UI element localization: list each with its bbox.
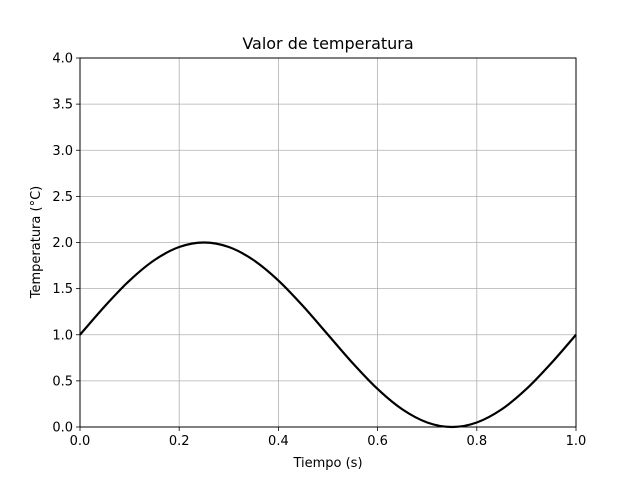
x-tick-label: 0.0 xyxy=(70,434,91,449)
x-tick-label: 0.6 xyxy=(367,434,388,449)
y-tick-label: 1.5 xyxy=(52,282,73,297)
y-tick-label: 1.0 xyxy=(52,328,73,343)
x-axis: 0.0 0.2 0.4 0.6 0.8 1.0 xyxy=(70,427,587,449)
x-tick-label: 0.4 xyxy=(268,434,289,449)
y-tick-label: 0.0 xyxy=(52,421,73,436)
x-axis-label: Tiempo (s) xyxy=(292,456,362,471)
y-tick-label: 3.5 xyxy=(52,98,73,113)
y-axis-label: Temperatura (°C) xyxy=(29,186,44,299)
y-axis: 0.0 0.5 1.0 1.5 2.0 2.5 3.0 3.5 4.0 xyxy=(52,52,80,436)
y-tick-label: 0.5 xyxy=(52,374,73,389)
y-tick-label: 2.0 xyxy=(52,236,73,251)
x-tick-label: 1.0 xyxy=(566,434,587,449)
y-tick-label: 3.0 xyxy=(52,144,73,159)
series-layer xyxy=(79,241,577,429)
y-tick-label: 2.5 xyxy=(52,190,73,205)
y-tick-label: 4.0 xyxy=(52,52,73,67)
series-line xyxy=(79,241,577,429)
x-tick-label: 0.2 xyxy=(169,434,190,449)
x-tick-label: 0.8 xyxy=(466,434,487,449)
chart-title: Valor de temperatura xyxy=(242,34,413,53)
